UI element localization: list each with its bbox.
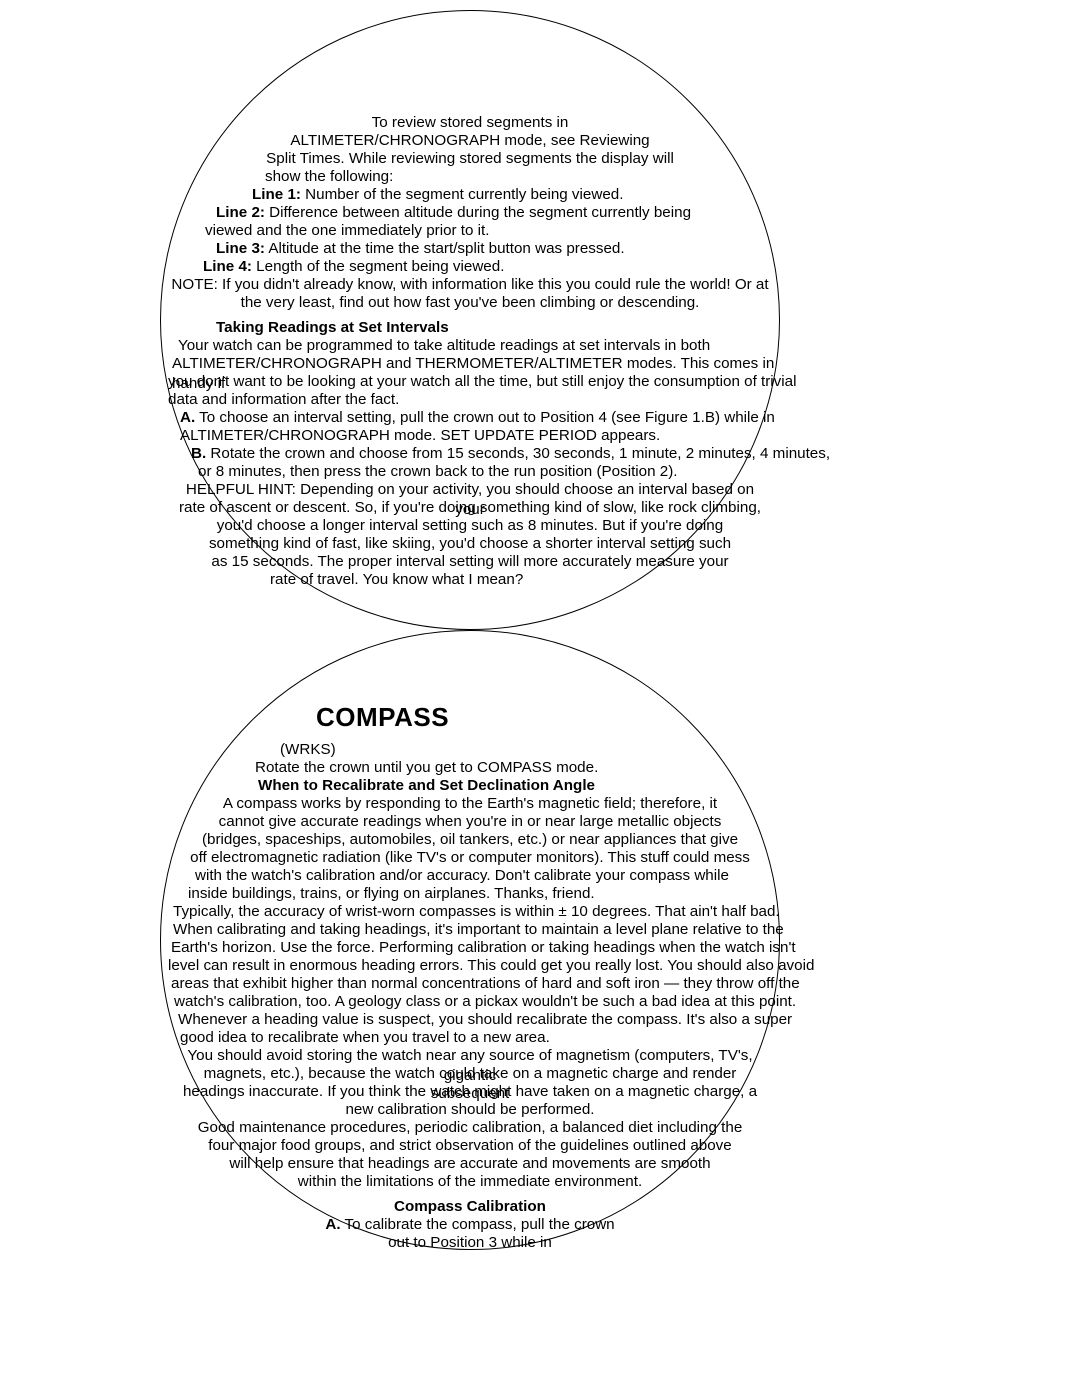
- s1-a1-text: To choose an interval setting, pull the …: [195, 409, 775, 426]
- s1-line3-label: Line 3:: [216, 240, 265, 257]
- s1-line4-text: Length of the segment being viewed.: [252, 258, 504, 275]
- s1-note-2: the very least, find out how fast you've…: [170, 293, 770, 313]
- compass-title: COMPASS: [316, 700, 716, 734]
- document-page: To review stored segments in ALTIMETER/C…: [0, 0, 1080, 1397]
- s2-ca-label: A.: [325, 1216, 340, 1233]
- s1-line1-label: Line 1:: [252, 186, 301, 203]
- s1-line3-text: Altitude at the time the start/split but…: [265, 240, 625, 257]
- s1-line2-text1: Difference between altitude during the s…: [265, 204, 691, 221]
- s1-line4-label: Line 4:: [203, 258, 252, 275]
- s1-b-label: B.: [191, 445, 206, 462]
- s1-a-label: A.: [180, 409, 195, 426]
- s2-p4d: within the limitations of the immediate …: [170, 1172, 770, 1192]
- s1-b1-text: Rotate the crown and choose from 15 seco…: [206, 445, 830, 462]
- s2-ca-text: To calibrate the compass, pull the crown: [341, 1216, 615, 1233]
- s1-line1-text: Number of the segment currently being vi…: [301, 186, 623, 203]
- s1-hint-6: rate of travel. You know what I mean?: [270, 570, 770, 590]
- s1-line2-label: Line 2:: [216, 204, 265, 221]
- s2-ca-2: out to Position 3 while in: [170, 1233, 770, 1253]
